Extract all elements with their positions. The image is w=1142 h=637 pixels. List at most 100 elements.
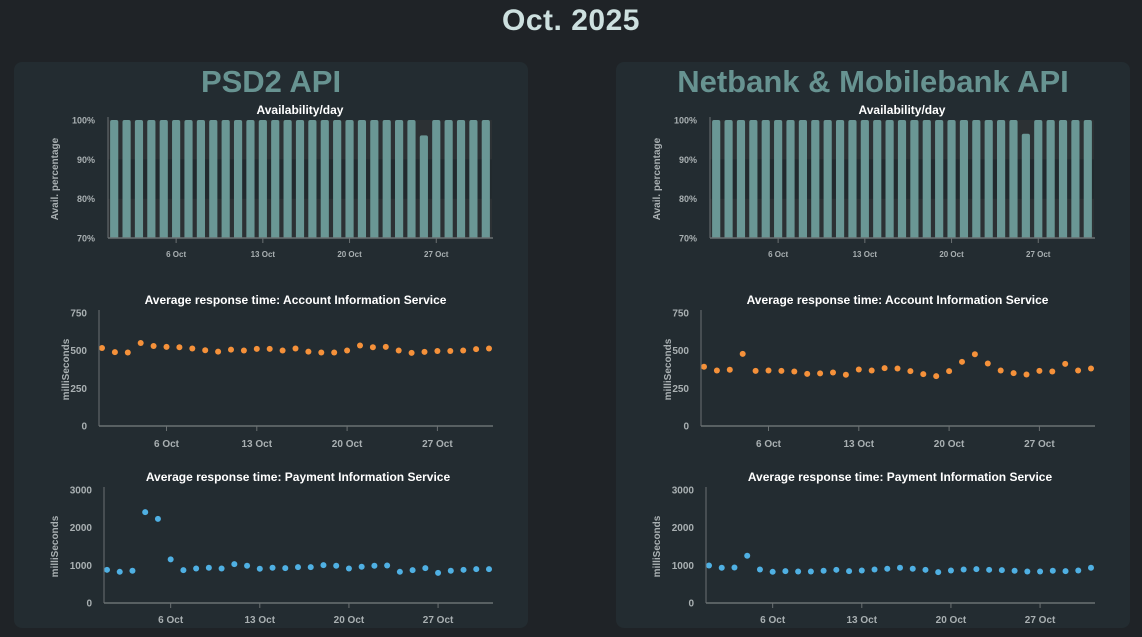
x-tick-label: 27 Oct <box>422 439 453 450</box>
availability-bar <box>122 120 131 238</box>
y-tick-label: 80% <box>679 194 697 204</box>
data-point <box>180 567 187 574</box>
y-tick-label: 0 <box>683 422 689 433</box>
data-point <box>820 567 827 574</box>
availability-bar <box>432 120 441 238</box>
y-axis-title: milliSeconds <box>61 338 72 400</box>
data-point <box>769 568 776 575</box>
chart-title: Availability/day <box>257 103 344 117</box>
pis-chart: 0 1000 2000 3000 6 Oct 13 Oct 20 Oct 27 Oct Aver… <box>50 470 493 626</box>
availability-bar <box>1058 120 1068 238</box>
x-tick-label: 13 Oct <box>844 439 875 450</box>
data-point <box>358 563 365 570</box>
y-tick-label: 500 <box>70 346 87 357</box>
data-point <box>791 368 798 375</box>
data-point <box>345 565 352 572</box>
data-point <box>193 565 200 572</box>
availability-bar <box>134 120 144 238</box>
y-tick-label: 3000 <box>672 486 695 497</box>
availability-bar <box>233 120 243 238</box>
panel-title: Netbank & Mobilebank API <box>677 64 1069 99</box>
data-point <box>215 348 222 355</box>
data-point <box>154 515 161 522</box>
data-point <box>804 370 811 377</box>
data-point <box>344 347 351 354</box>
data-point <box>1024 568 1031 575</box>
chart-title: Average response time: Payment Informati… <box>146 470 451 484</box>
data-point <box>997 367 1004 374</box>
availability-bar <box>308 120 317 238</box>
data-point <box>731 564 738 571</box>
data-point <box>382 343 389 350</box>
data-point <box>129 567 136 574</box>
data-point <box>1037 568 1044 575</box>
x-tick-label: 13 Oct <box>847 615 878 626</box>
y-tick-label: 250 <box>70 384 87 395</box>
availability-bar <box>469 120 478 238</box>
data-point <box>881 365 888 372</box>
data-point <box>855 366 862 373</box>
availability-bar <box>774 120 783 238</box>
x-tick-label: 13 Oct <box>245 615 276 626</box>
data-point <box>933 373 940 380</box>
data-point <box>842 371 849 378</box>
data-point <box>871 566 878 573</box>
availability-bar <box>481 120 490 238</box>
data-point <box>998 567 1005 574</box>
data-point <box>111 349 118 356</box>
data-point <box>1036 367 1043 374</box>
data-point <box>984 360 991 367</box>
y-tick-label: 0 <box>86 599 92 610</box>
data-point <box>435 569 442 576</box>
availability-bar <box>196 120 205 238</box>
data-point <box>756 566 763 573</box>
availability-bar <box>724 120 733 238</box>
availability-bar <box>1034 120 1043 238</box>
data-point <box>318 349 325 356</box>
ais-chart: 0 250 500 750 6 Oct 13 Oct 20 Oct 27 Oct Average… <box>663 293 1095 450</box>
y-tick-label: 500 <box>672 346 689 357</box>
data-point <box>142 509 149 516</box>
y-tick-label: 0 <box>81 422 87 433</box>
data-point <box>959 358 965 365</box>
availability-bar <box>159 120 168 238</box>
x-tick-label: 13 Oct <box>242 439 273 450</box>
availability-bar <box>823 120 832 238</box>
availability-bar <box>959 120 969 238</box>
y-tick-label: 2000 <box>70 523 93 534</box>
data-point <box>369 344 376 351</box>
data-point <box>1088 564 1094 571</box>
data-point <box>947 567 954 574</box>
y-tick-label: 750 <box>672 309 689 320</box>
data-point <box>408 349 415 356</box>
availability-bar <box>984 120 993 238</box>
y-tick-label: 100% <box>72 116 95 126</box>
data-point <box>305 348 312 355</box>
data-point <box>486 345 492 352</box>
availability-bar <box>1083 120 1092 238</box>
data-point <box>830 369 836 376</box>
availability-bar <box>798 120 807 238</box>
data-point <box>960 566 967 573</box>
data-point <box>473 566 480 573</box>
data-point <box>137 339 144 346</box>
availability-bar <box>786 120 795 238</box>
x-tick-label: 27 Oct <box>424 250 449 259</box>
y-axis-title: milliSeconds <box>652 515 663 577</box>
y-tick-label: 90% <box>679 155 697 165</box>
x-tick-label: 27 Oct <box>1025 615 1056 626</box>
data-point <box>884 565 891 572</box>
availability-bar <box>736 120 746 238</box>
data-point <box>333 562 340 569</box>
x-tick-label: 27 Oct <box>1026 250 1051 259</box>
availability-bar <box>910 120 919 238</box>
data-point <box>1075 367 1082 374</box>
availability-bar <box>1071 120 1080 238</box>
ais-chart: 0 250 500 750 6 Oct 13 Oct 20 Oct 27 Oct Average… <box>61 293 493 450</box>
data-point <box>1011 567 1018 574</box>
availability-bar <box>873 120 882 238</box>
availability-bar <box>147 120 156 238</box>
x-tick-label: 20 Oct <box>936 615 967 626</box>
data-point <box>371 562 378 569</box>
data-point <box>1062 360 1069 367</box>
